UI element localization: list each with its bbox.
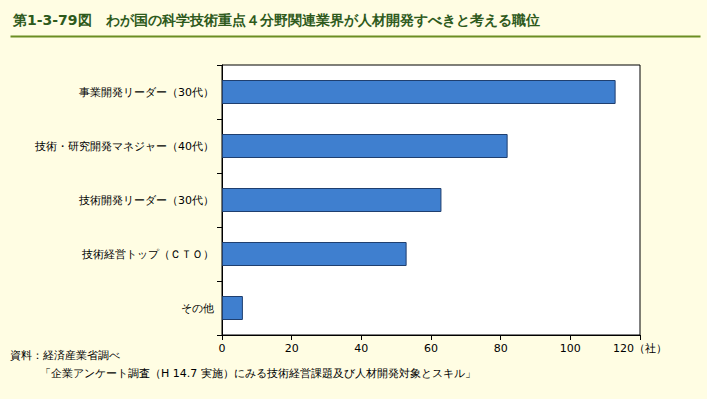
svg-text:40: 40 — [354, 342, 368, 355]
svg-text:事業開発リーダー（30代）: 事業開発リーダー（30代） — [79, 86, 214, 99]
svg-text:資料：経済産業省調べ: 資料：経済産業省調べ — [10, 349, 120, 362]
svg-text:80: 80 — [494, 342, 508, 355]
svg-text:「企業アンケート調査（H 14.7 実施）にみる技術経営課題: 「企業アンケート調査（H 14.7 実施）にみる技術経営課題及び人材開発対象とス… — [40, 367, 476, 380]
svg-text:技術経営トップ（ＣＴＯ）: 技術経営トップ（ＣＴＯ） — [81, 248, 214, 261]
svg-text:0: 0 — [219, 342, 226, 355]
svg-text:第1-3-79図 わが国の科学技術重点４分野関連業界が人材開: 第1-3-79図 わが国の科学技術重点４分野関連業界が人材開発すべきと考える職位 — [12, 12, 540, 28]
svg-text:20: 20 — [285, 342, 299, 355]
svg-text:100: 100 — [560, 342, 581, 355]
svg-text:技術開発リーダー（30代）: 技術開発リーダー（30代） — [78, 194, 214, 207]
svg-text:技術・研究開発マネジャー（40代）: 技術・研究開発マネジャー（40代） — [34, 140, 214, 153]
svg-text:120（社）: 120（社） — [613, 342, 667, 355]
svg-text:60: 60 — [424, 342, 438, 355]
svg-text:その他: その他 — [181, 302, 214, 315]
